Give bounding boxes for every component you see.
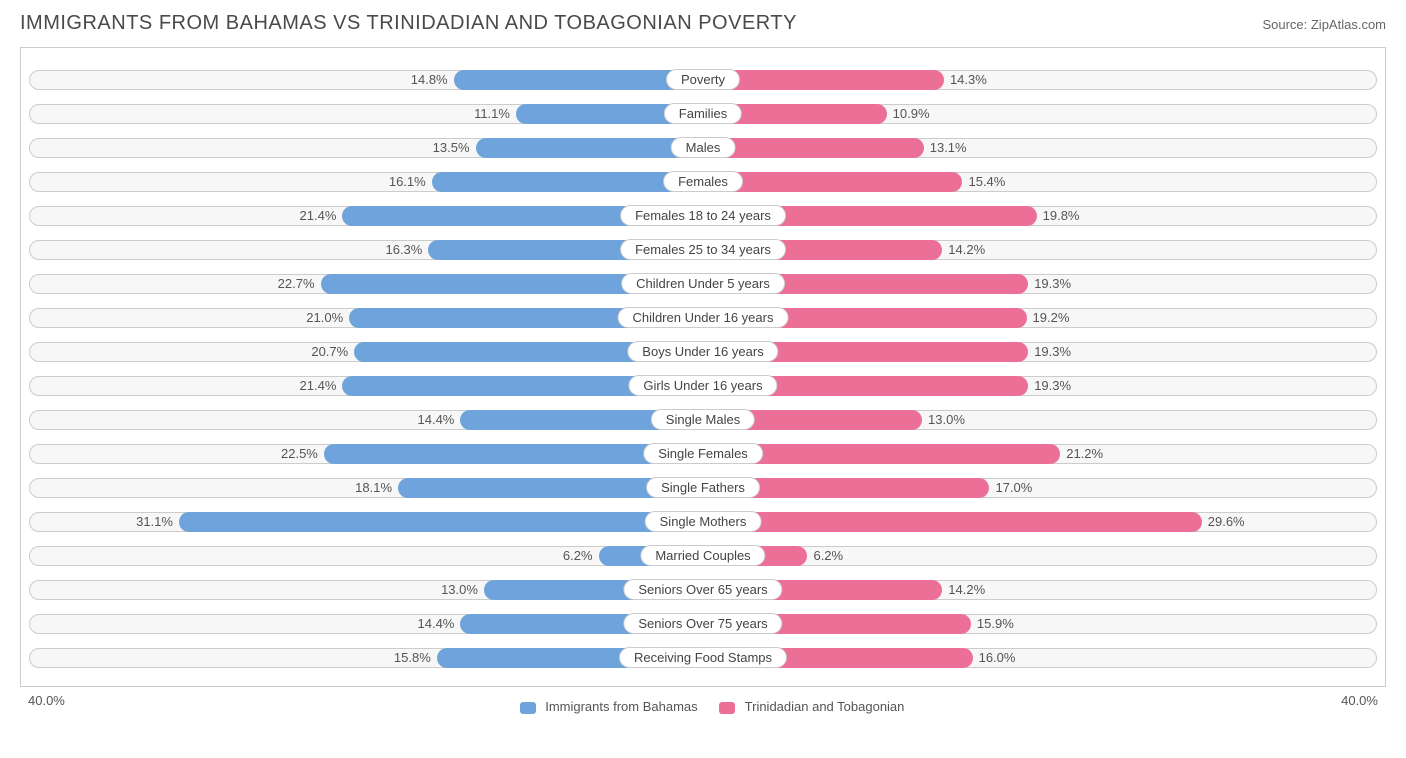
legend-label-left: Immigrants from Bahamas <box>545 699 697 714</box>
value-left: 14.4% <box>418 412 455 427</box>
chart-row: 6.2% 6.2% Married Couples <box>21 540 1385 573</box>
bar-left <box>179 512 703 532</box>
category-label: Girls Under 16 years <box>628 375 777 396</box>
chart-row: 21.4% 19.8% Females 18 to 24 years <box>21 200 1385 233</box>
value-right: 21.2% <box>1066 446 1103 461</box>
value-right: 19.3% <box>1034 378 1071 393</box>
value-right: 19.3% <box>1034 276 1071 291</box>
diverging-bar-chart: 14.8% 14.3% Poverty 11.1% 10.9% Families 13.5%… <box>20 47 1386 687</box>
value-left: 22.7% <box>278 276 315 291</box>
legend: Immigrants from Bahamas Trinidadian and … <box>502 693 905 714</box>
value-left: 16.1% <box>389 174 426 189</box>
category-label: Single Fathers <box>646 477 760 498</box>
category-label: Females 18 to 24 years <box>620 205 786 226</box>
chart-row: 31.1% 29.6% Single Mothers <box>21 506 1385 539</box>
value-left: 21.4% <box>300 378 337 393</box>
legend-swatch-right <box>719 702 735 714</box>
chart-row: 22.7% 19.3% Children Under 5 years <box>21 268 1385 301</box>
value-right: 19.3% <box>1034 344 1071 359</box>
category-label: Children Under 5 years <box>621 273 785 294</box>
chart-row: 14.8% 14.3% Poverty <box>21 64 1385 97</box>
axis-labels: 40.0% Immigrants from Bahamas Trinidadia… <box>20 687 1386 714</box>
chart-title: IMMIGRANTS FROM BAHAMAS VS TRINIDADIAN A… <box>20 12 797 35</box>
category-label: Seniors Over 75 years <box>623 613 782 634</box>
value-left: 13.5% <box>433 140 470 155</box>
category-label: Single Mothers <box>645 511 762 532</box>
chart-row: 13.5% 13.1% Males <box>21 132 1385 165</box>
value-left: 22.5% <box>281 446 318 461</box>
value-right: 15.9% <box>977 616 1014 631</box>
header: IMMIGRANTS FROM BAHAMAS VS TRINIDADIAN A… <box>20 12 1386 35</box>
bar-left <box>476 138 703 158</box>
chart-row: 13.0% 14.2% Seniors Over 65 years <box>21 574 1385 607</box>
value-right: 14.2% <box>948 242 985 257</box>
value-left: 21.0% <box>306 310 343 325</box>
value-right: 6.2% <box>813 548 843 563</box>
category-label: Males <box>671 137 736 158</box>
chart-row: 22.5% 21.2% Single Females <box>21 438 1385 471</box>
chart-row: 21.0% 19.2% Children Under 16 years <box>21 302 1385 335</box>
category-label: Married Couples <box>640 545 765 566</box>
value-right: 17.0% <box>995 480 1032 495</box>
category-label: Families <box>664 103 742 124</box>
category-label: Single Males <box>651 409 755 430</box>
category-label: Receiving Food Stamps <box>619 647 787 668</box>
chart-rows-container: 14.8% 14.3% Poverty 11.1% 10.9% Families 13.5%… <box>21 64 1385 675</box>
value-right: 14.3% <box>950 72 987 87</box>
category-label: Single Females <box>643 443 763 464</box>
chart-row: 21.4% 19.3% Girls Under 16 years <box>21 370 1385 403</box>
chart-row: 11.1% 10.9% Families <box>21 98 1385 131</box>
chart-row: 14.4% 13.0% Single Males <box>21 404 1385 437</box>
value-left: 20.7% <box>311 344 348 359</box>
axis-left-max: 40.0% <box>28 693 65 714</box>
value-left: 16.3% <box>385 242 422 257</box>
value-right: 19.8% <box>1043 208 1080 223</box>
value-left: 31.1% <box>136 514 173 529</box>
chart-row: 18.1% 17.0% Single Fathers <box>21 472 1385 505</box>
axis-right-max: 40.0% <box>1341 693 1378 714</box>
value-right: 14.2% <box>948 582 985 597</box>
value-right: 29.6% <box>1208 514 1245 529</box>
category-label: Children Under 16 years <box>618 307 789 328</box>
category-label: Seniors Over 65 years <box>623 579 782 600</box>
value-left: 15.8% <box>394 650 431 665</box>
bar-right <box>703 512 1202 532</box>
category-label: Females 25 to 34 years <box>620 239 786 260</box>
value-right: 10.9% <box>893 106 930 121</box>
value-left: 11.1% <box>474 106 510 121</box>
category-label: Poverty <box>666 69 740 90</box>
value-right: 13.0% <box>928 412 965 427</box>
chart-row: 15.8% 16.0% Receiving Food Stamps <box>21 642 1385 675</box>
chart-row: 16.1% 15.4% Females <box>21 166 1385 199</box>
bar-right <box>703 138 924 158</box>
value-left: 14.4% <box>418 616 455 631</box>
value-left: 18.1% <box>355 480 392 495</box>
value-left: 6.2% <box>563 548 593 563</box>
value-right: 16.0% <box>979 650 1016 665</box>
chart-row: 14.4% 15.9% Seniors Over 75 years <box>21 608 1385 641</box>
legend-label-right: Trinidadian and Tobagonian <box>745 699 905 714</box>
value-right: 13.1% <box>930 140 967 155</box>
chart-row: 16.3% 14.2% Females 25 to 34 years <box>21 234 1385 267</box>
category-label: Females <box>663 171 743 192</box>
value-right: 19.2% <box>1033 310 1070 325</box>
value-right: 15.4% <box>968 174 1005 189</box>
value-left: 14.8% <box>411 72 448 87</box>
chart-row: 20.7% 19.3% Boys Under 16 years <box>21 336 1385 369</box>
value-left: 13.0% <box>441 582 478 597</box>
category-label: Boys Under 16 years <box>627 341 778 362</box>
legend-swatch-left <box>520 702 536 714</box>
source-attribution: Source: ZipAtlas.com <box>1262 17 1386 32</box>
value-left: 21.4% <box>300 208 337 223</box>
